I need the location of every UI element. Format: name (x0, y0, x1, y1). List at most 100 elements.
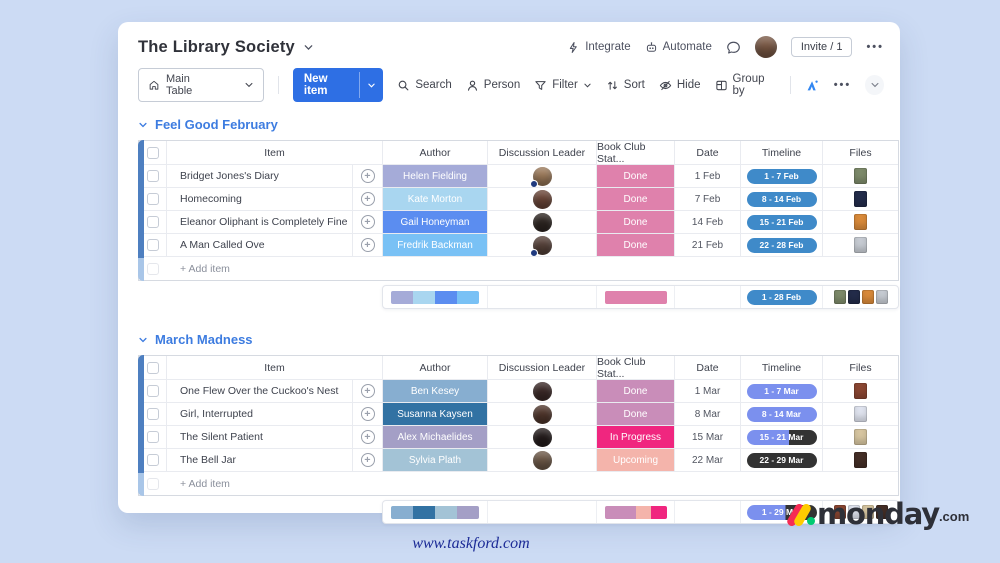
add-item-button[interactable]: + Add item (180, 262, 230, 275)
invite-button[interactable]: Invite / 1 (790, 37, 853, 57)
file-thumbnail[interactable] (854, 214, 867, 230)
column-header-author[interactable]: Author (383, 141, 488, 164)
hide-button[interactable]: Hide (659, 79, 701, 92)
integrate-button[interactable]: Integrate (567, 41, 631, 54)
item-cell[interactable]: Bridget Jones's Diary (167, 165, 353, 187)
author-value[interactable]: Kate Morton (383, 188, 487, 210)
column-header-item[interactable]: Item (167, 141, 383, 164)
column-header-files[interactable]: Files (849, 146, 872, 159)
add-conversation-icon[interactable]: + (360, 407, 375, 421)
add-conversation-icon[interactable]: + (360, 453, 375, 467)
author-value[interactable]: Fredrik Backman (383, 234, 487, 256)
item-cell[interactable]: Homecoming (167, 188, 353, 210)
chat-button[interactable] (726, 40, 741, 55)
status-value[interactable]: Upcoming (597, 449, 674, 471)
row-checkbox[interactable] (146, 239, 159, 251)
row-checkbox[interactable] (146, 454, 159, 466)
view-selector[interactable]: Main Table (138, 68, 264, 102)
author-value[interactable]: Ben Kesey (383, 380, 487, 402)
timeline-pill[interactable]: 8 - 14 Feb (746, 191, 817, 207)
file-thumbnail[interactable] (854, 452, 867, 468)
column-header-date[interactable]: Date (675, 356, 741, 379)
file-thumbnail[interactable] (854, 383, 867, 399)
timeline-pill[interactable]: 1 - 7 Mar (746, 383, 817, 399)
leader-avatar[interactable] (532, 189, 552, 209)
add-item-button[interactable]: + Add item (180, 477, 230, 490)
add-item-row[interactable]: + Add item (139, 472, 898, 495)
column-header-status[interactable]: Book Club Stat... (597, 356, 675, 379)
status-value[interactable]: Done (597, 380, 674, 402)
column-header-timeline[interactable]: Timeline (741, 141, 823, 164)
date-cell[interactable]: 21 Feb (675, 234, 741, 256)
file-thumbnail[interactable] (854, 406, 867, 422)
toolbar-more-button[interactable]: ••• (833, 79, 852, 91)
column-header-timeline[interactable]: Timeline (741, 356, 823, 379)
column-header-leader[interactable]: Discussion Leader (488, 356, 597, 379)
date-cell[interactable]: 14 Feb (675, 211, 741, 233)
status-value[interactable]: Done (597, 403, 674, 425)
new-item-button[interactable]: New item (292, 68, 384, 102)
leader-avatar[interactable] (532, 212, 552, 232)
file-thumbnail[interactable] (854, 237, 867, 253)
search-button[interactable]: Search (397, 79, 452, 92)
ai-assistant-button[interactable] (805, 78, 820, 93)
file-thumbnail[interactable] (854, 168, 867, 184)
item-cell[interactable]: The Silent Patient (167, 426, 353, 448)
add-conversation-icon[interactable]: + (360, 430, 375, 444)
date-cell[interactable]: 8 Mar (675, 403, 741, 425)
date-cell[interactable]: 1 Mar (675, 380, 741, 402)
column-header-leader[interactable]: Discussion Leader (488, 141, 597, 164)
add-conversation-icon[interactable]: + (360, 215, 375, 229)
timeline-pill[interactable]: 1 - 7 Feb (746, 168, 817, 184)
column-header-files[interactable]: Files (849, 361, 872, 374)
column-header-item[interactable]: Item (167, 356, 383, 379)
author-value[interactable]: Susanna Kaysen (383, 403, 487, 425)
leader-avatar[interactable] (529, 166, 552, 187)
row-checkbox[interactable] (146, 385, 159, 397)
leader-avatar[interactable] (532, 450, 552, 470)
author-value[interactable]: Alex Michaelides (383, 426, 487, 448)
status-value[interactable]: Done (597, 188, 674, 210)
group-collapse-toggle[interactable]: Feel Good February (138, 117, 278, 132)
row-checkbox[interactable] (146, 408, 159, 420)
timeline-pill[interactable]: 8 - 14 Mar (746, 406, 817, 422)
sort-button[interactable]: Sort (606, 79, 645, 92)
new-item-dropdown[interactable] (360, 68, 383, 102)
leader-avatar[interactable] (532, 427, 552, 447)
timeline-pill[interactable]: 22 - 29 Mar (746, 452, 817, 468)
user-avatar[interactable] (754, 36, 777, 58)
board-title-menu[interactable]: The Library Society (138, 38, 314, 57)
board-more-button[interactable]: ••• (866, 41, 884, 53)
select-all-checkbox[interactable] (146, 146, 159, 159)
author-value[interactable]: Helen Fielding (383, 165, 487, 187)
item-cell[interactable]: Girl, Interrupted (167, 403, 353, 425)
date-cell[interactable]: 1 Feb (675, 165, 741, 187)
item-cell[interactable]: A Man Called Ove (167, 234, 353, 256)
status-value[interactable]: Done (597, 234, 674, 256)
file-thumbnail[interactable] (854, 429, 867, 445)
status-value[interactable]: In Progress (597, 426, 674, 448)
add-item-row[interactable]: + Add item (139, 257, 898, 280)
date-cell[interactable]: 7 Feb (675, 188, 741, 210)
collapse-toolbar-button[interactable] (865, 75, 885, 95)
status-value[interactable]: Done (597, 165, 674, 187)
item-cell[interactable]: One Flew Over the Cuckoo's Nest (167, 380, 353, 402)
author-value[interactable]: Sylvia Plath (383, 449, 487, 471)
timeline-pill[interactable]: 22 - 28 Feb (746, 237, 817, 253)
status-value[interactable]: Done (597, 211, 674, 233)
automate-button[interactable]: Automate (645, 41, 712, 54)
file-thumbnail[interactable] (854, 191, 867, 207)
column-header-date[interactable]: Date (675, 141, 741, 164)
item-cell[interactable]: The Bell Jar (167, 449, 353, 471)
add-conversation-icon[interactable]: + (360, 192, 375, 206)
row-checkbox[interactable] (146, 216, 159, 228)
select-all-checkbox[interactable] (146, 361, 159, 374)
add-conversation-icon[interactable]: + (360, 238, 375, 252)
item-cell[interactable]: Eleanor Oliphant is Completely Fine (167, 211, 353, 233)
leader-avatar[interactable] (529, 235, 552, 256)
date-cell[interactable]: 22 Mar (675, 449, 741, 471)
column-header-status[interactable]: Book Club Stat... (597, 141, 675, 164)
add-conversation-icon[interactable]: + (360, 169, 375, 183)
date-cell[interactable]: 15 Mar (675, 426, 741, 448)
row-checkbox[interactable] (146, 193, 159, 205)
